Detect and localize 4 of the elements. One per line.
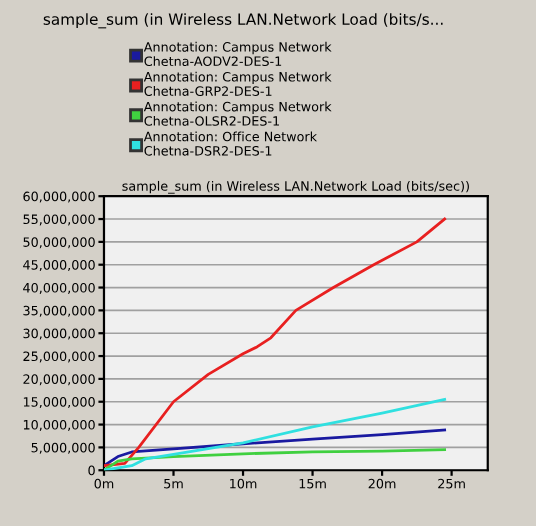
line-series xyxy=(103,448,447,471)
line-series xyxy=(103,428,447,468)
line-series xyxy=(103,217,447,468)
line-series xyxy=(103,398,447,471)
